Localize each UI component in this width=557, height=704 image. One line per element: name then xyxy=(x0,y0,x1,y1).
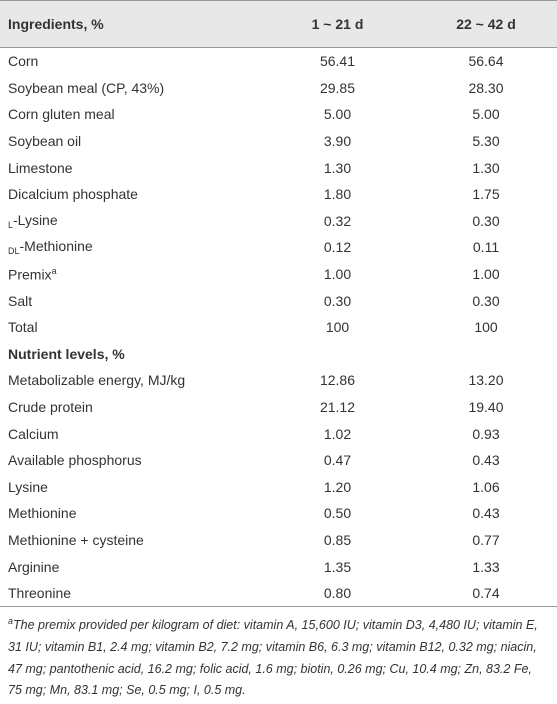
header-cell: 22 ~ 42 d xyxy=(415,0,557,48)
table-row: Methionine 0.50 0.43 xyxy=(0,500,557,527)
label-text: -Methionine xyxy=(19,238,93,255)
value-cell: 0.30 xyxy=(472,212,500,229)
footnote: aThe premix provided per kilogram of die… xyxy=(0,607,557,701)
value-cell: 1.30 xyxy=(323,159,352,176)
row-label: Dicalcium phosphate xyxy=(8,186,138,203)
value-cell: 28.30 xyxy=(468,79,504,96)
diet-table: Ingredients, % 1 ~ 21 d 22 ~ 42 d Corn 56.4… xyxy=(0,0,557,608)
label-text: -Lysine xyxy=(13,211,58,228)
value-cell: 1.30 xyxy=(472,159,500,176)
label-text: Premix xyxy=(8,266,52,283)
value-cell: 1.00 xyxy=(323,266,352,283)
value-cell: 5.00 xyxy=(323,106,352,123)
value-cell: 1.33 xyxy=(472,558,500,575)
table-row: Premixa 1.00 1.00 xyxy=(0,261,557,288)
row-label: Threonine xyxy=(0,579,260,608)
table-row: Threonine 0.80 0.74 xyxy=(0,579,557,608)
table-row: Crude protein 21.12 19.40 xyxy=(0,394,557,421)
value-cell: 0.12 xyxy=(323,239,352,256)
section-row: Nutrient levels, % xyxy=(0,341,557,368)
value-cell: 12.86 xyxy=(319,372,356,389)
table-row: Calcium 1.02 0.93 xyxy=(0,420,557,447)
row-label: DL-Methionine xyxy=(0,234,260,261)
row-label: Calcium xyxy=(8,425,59,442)
row-label: Soybean meal (CP, 43%) xyxy=(8,79,165,96)
value-cell: 5.00 xyxy=(472,106,500,123)
row-label: Methionine + cysteine xyxy=(8,531,144,548)
row-label: Available phosphorus xyxy=(8,452,142,469)
value-cell: 1.20 xyxy=(323,478,352,495)
table-row: Methionine + cysteine 0.85 0.77 xyxy=(0,527,557,554)
value-cell: 0.43 xyxy=(472,505,500,522)
row-label: Metabolizable energy, MJ/kg xyxy=(8,372,186,389)
value-cell: 5.30 xyxy=(472,133,500,150)
value-cell: 3.90 xyxy=(323,133,352,150)
value-cell: 0.74 xyxy=(415,579,557,608)
value-cell: 0.47 xyxy=(323,452,352,469)
table-row: DL-Methionine 0.12 0.11 xyxy=(0,234,557,261)
row-label: Premixa xyxy=(0,261,260,288)
table-row: Lysine 1.20 1.06 xyxy=(0,474,557,501)
value-cell: 1.75 xyxy=(472,186,500,203)
value-cell: 0.30 xyxy=(323,292,352,309)
value-cell: 1.06 xyxy=(472,478,500,495)
table-row: Total 100 100 xyxy=(0,314,557,341)
row-label: Soybean oil xyxy=(8,133,82,150)
row-label: Arginine xyxy=(8,558,60,575)
value-cell: 0.32 xyxy=(323,212,352,229)
row-label: Lysine xyxy=(8,478,48,495)
row-label: Corn gluten meal xyxy=(8,106,115,123)
header-cell: 1 ~ 21 d xyxy=(260,0,415,48)
value-cell: 19.40 xyxy=(468,399,504,416)
table-row: Soybean oil 3.90 5.30 xyxy=(0,128,557,155)
value-cell: 21.12 xyxy=(319,399,356,416)
table-row: L-Lysine 0.32 0.30 xyxy=(0,208,557,235)
value-cell: 1.00 xyxy=(472,266,500,283)
value-cell: 56.41 xyxy=(319,53,356,70)
footnote-marker: a xyxy=(8,616,14,627)
header-cell: Ingredients, % xyxy=(0,0,260,48)
label-prefix: L xyxy=(8,219,14,230)
value-cell: 13.20 xyxy=(468,372,504,389)
value-cell: 0.50 xyxy=(323,505,352,522)
value-cell: 0.43 xyxy=(472,452,500,469)
table-row: Dicalcium phosphate 1.80 1.75 xyxy=(0,181,557,208)
table-row: Available phosphorus 0.47 0.43 xyxy=(0,447,557,474)
row-label: Limestone xyxy=(8,159,73,176)
header-row: Ingredients, % 1 ~ 21 d 22 ~ 42 d xyxy=(0,0,557,48)
value-cell: 0.80 xyxy=(260,579,415,608)
row-label: L-Lysine xyxy=(0,208,260,235)
row-label: Methionine xyxy=(8,505,77,522)
table-row: Corn 56.41 56.64 xyxy=(0,48,557,75)
table-row: Arginine 1.35 1.33 xyxy=(0,553,557,580)
row-label: Salt xyxy=(8,292,33,309)
value-cell: 1.35 xyxy=(323,558,352,575)
table-row: Soybean meal (CP, 43%) 29.85 28.30 xyxy=(0,75,557,102)
value-cell: 29.85 xyxy=(319,79,356,96)
value-cell: 0.93 xyxy=(472,425,500,442)
table-row: Metabolizable energy, MJ/kg 12.86 13.20 xyxy=(0,367,557,394)
row-label: Total xyxy=(8,319,38,336)
table-header: Ingredients, % 1 ~ 21 d 22 ~ 42 d xyxy=(0,0,557,48)
label-superscript: a xyxy=(51,265,57,276)
value-cell: 1.02 xyxy=(323,425,352,442)
value-cell: 100 xyxy=(325,319,350,336)
value-cell: 0.85 xyxy=(323,531,352,548)
row-label: Corn xyxy=(8,53,39,70)
label-prefix: DL xyxy=(8,246,20,257)
table-row: Limestone 1.30 1.30 xyxy=(0,154,557,181)
value-cell: 1.80 xyxy=(323,186,352,203)
value-cell: 100 xyxy=(474,319,498,336)
row-label: Nutrient levels, % xyxy=(8,345,125,362)
table-body: Corn 56.41 56.64 Soybean meal (CP, 43%) 29.8… xyxy=(0,48,557,608)
value-cell: 0.11 xyxy=(472,239,500,256)
row-label: Crude protein xyxy=(8,399,93,416)
table-row: Salt 0.30 0.30 xyxy=(0,287,557,314)
value-cell: 0.30 xyxy=(472,292,500,309)
value-cell: 0.77 xyxy=(472,531,500,548)
table-row: Corn gluten meal 5.00 5.00 xyxy=(0,101,557,128)
footnote-text: The premix provided per kilogram of diet… xyxy=(8,618,538,698)
value-cell: 56.64 xyxy=(468,53,504,70)
